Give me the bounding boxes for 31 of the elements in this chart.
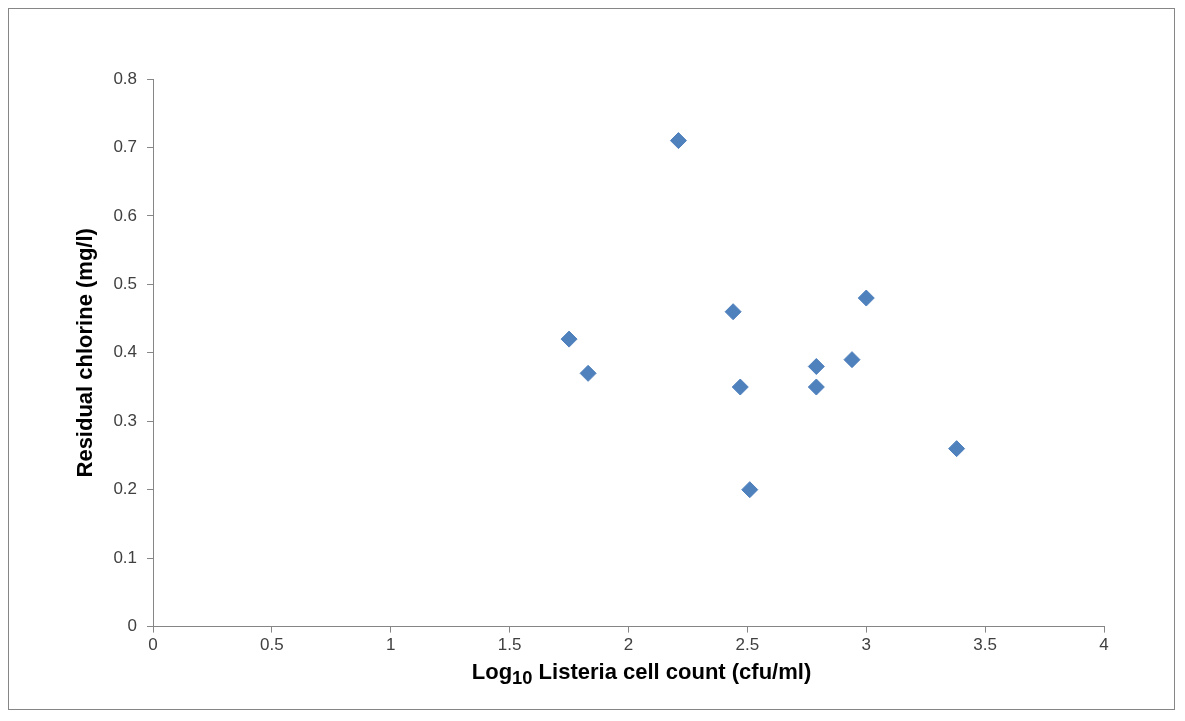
x-tick-label: 0: [148, 635, 158, 655]
x-tick-label: 2.5: [735, 635, 760, 655]
y-tick-label: 0.5: [113, 274, 138, 294]
point: [948, 440, 966, 458]
x-tick-label: 4: [1099, 635, 1109, 655]
point: [579, 364, 597, 382]
y-tick-label: 0.4: [113, 342, 138, 362]
y-axis-title: Residual chlorine (mg/l): [72, 228, 98, 478]
point: [843, 351, 861, 369]
point: [807, 357, 825, 375]
y-tick-label: 0: [127, 616, 138, 636]
point: [560, 330, 578, 348]
point: [807, 378, 825, 396]
x-tick-label: 2: [623, 635, 634, 655]
x-tick-label: 1: [386, 635, 396, 655]
x-tick-label: 0.5: [260, 635, 284, 655]
point: [857, 289, 875, 307]
point: [741, 481, 759, 499]
y-tick-label: 0.7: [113, 137, 138, 157]
x-tick-label: 1.5: [497, 635, 522, 655]
y-tick-label: 0.6: [113, 205, 138, 225]
y-tick-label: 0.3: [113, 410, 138, 430]
x-tick-label: 3: [861, 635, 871, 655]
y-tick-label: 0.2: [113, 479, 138, 499]
y-tick-label: 0.8: [113, 68, 138, 88]
point: [669, 132, 687, 150]
point: [724, 303, 742, 321]
x-tick-label: 3.5: [973, 635, 997, 655]
y-tick-label: 0.1: [113, 547, 138, 567]
x-axis-title: Log$_{10}$ Listeria cell count (cfu/ml): [470, 659, 813, 690]
point: [731, 378, 749, 396]
